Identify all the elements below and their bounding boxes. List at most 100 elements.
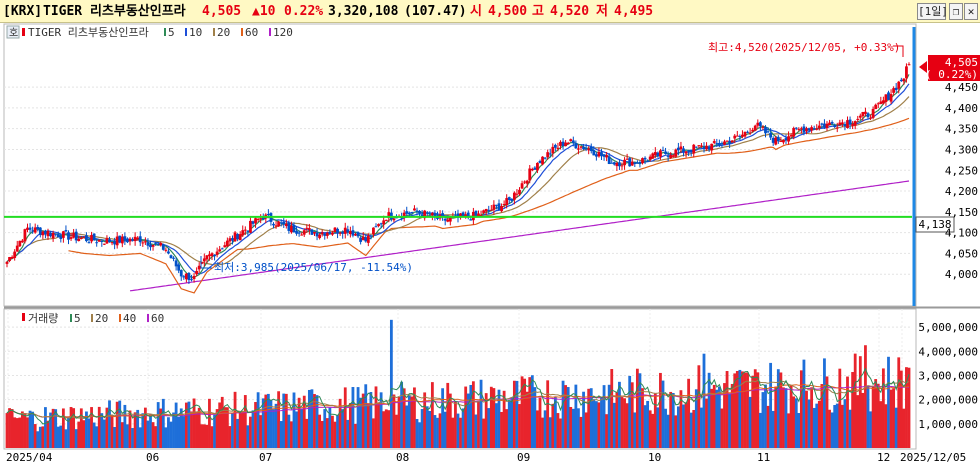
volume-bar [671,392,675,448]
price-axis-label: 4,400 [945,102,978,115]
close-button[interactable]: ✕ [964,3,978,20]
candle-body [805,128,808,132]
chart-area[interactable]: 호 TIGER 리츠부동산인프라 5 10 20 60 120 거래량 5 20 40 60 … [0,23,980,466]
candle-body [679,146,683,150]
volume-bar [31,411,35,448]
candle-body [85,235,88,242]
volume-bar [215,409,219,448]
volume-bar [443,411,447,448]
candle-body [387,212,391,219]
volume-bar [792,396,796,448]
volume-bar [146,420,150,448]
volume-bar [131,428,134,448]
volume-bar [415,418,419,448]
volume-axis-label: 4,000,000 [918,345,978,358]
candle-body [307,228,311,230]
security-name[interactable]: TIGER 리츠부동산인프라 [43,4,186,19]
volume-bar [28,410,32,448]
volume-bar [423,392,427,448]
volume-bar [787,413,790,448]
candle-body [464,214,468,217]
candle-body [579,146,583,148]
volume-bar [410,396,414,448]
volume-bar [884,404,888,448]
restore-icon: ❐ [952,5,960,18]
price-axis[interactable]: 4,450 4,400 4,350 4,300 4,250 4,200 4,150 4,100… [945,81,978,281]
candle-body [789,135,793,137]
candle-body [802,126,806,133]
candle-body [541,156,544,165]
candle-body [671,155,675,157]
candle-body [469,219,473,221]
candle-body [776,136,780,142]
candle-body [774,137,778,145]
volume-bar [323,409,327,448]
candle-body [310,229,314,235]
volume-bar [797,413,801,448]
legend-label: 60 [151,312,164,325]
price-tag-value: 4,505 [945,56,978,69]
candle-body [443,218,447,221]
volume-bar [451,417,455,448]
candle-body [384,219,388,221]
candle-body [36,226,40,230]
candle-body [274,225,278,227]
candle-body [495,204,498,206]
volume-bar [646,400,650,448]
volume-axis[interactable]: 5,000,000 4,000,000 3,000,000 2,000,000 1,00… [918,321,978,431]
restore-button[interactable]: ❐ [949,3,963,20]
volume-bar [776,369,780,448]
candle-body [894,87,898,91]
volume-bar [500,411,503,448]
candle-body [771,138,775,143]
candle-body [46,231,50,237]
volume-bar [413,387,416,448]
volume-bar [418,422,421,448]
ma-line-120 [129,180,910,292]
candle-body [377,224,380,227]
volume-bar [195,411,199,448]
volume-bar [656,407,660,448]
price-axis-label: 4,300 [945,143,978,156]
volume-bar [61,408,65,448]
time-axis[interactable]: 2025/04 06 07 08 09 10 11 12 2025/12/05 [6,451,966,464]
volume-bar [448,393,452,448]
candle-body [546,152,550,158]
candle-body [723,141,726,145]
volume-bar [605,414,609,448]
candle-body [538,160,542,163]
volume-bar [149,414,152,448]
period-button[interactable]: [1일] [917,3,948,20]
candle-body [700,145,703,147]
chart-title-bar: [KRX] TIGER 리츠부동산인프라 4,505 ▲10 0.22% 3,3… [0,0,980,23]
candle-body [692,144,696,154]
volume-bar [907,367,911,448]
candle-body [369,235,373,237]
candle-body [241,230,245,236]
volume-bar [90,407,93,448]
candle-body [5,261,9,264]
candle-body [54,233,58,235]
legend-label: 60 [245,26,258,39]
volume-bar [310,389,314,448]
candle-body [810,127,814,131]
volume-bar [618,381,621,448]
volume-bar [612,402,616,448]
volume-bar [779,372,783,448]
candle-body [830,122,834,124]
volume-bar [666,414,670,448]
candle-body [266,213,270,215]
volume-bar [395,414,398,448]
volume-bar [100,413,104,448]
candle-body [18,240,22,247]
candle-body [551,146,555,154]
volume-bar [623,398,626,448]
candle-body [577,148,580,150]
candle-body [666,155,670,157]
candle-body [95,242,99,244]
hoga-button[interactable] [6,25,20,39]
volume-bar [97,406,101,448]
candle-body [689,149,693,153]
legend-swatch-volume [22,313,25,321]
volume-bar [587,388,591,448]
